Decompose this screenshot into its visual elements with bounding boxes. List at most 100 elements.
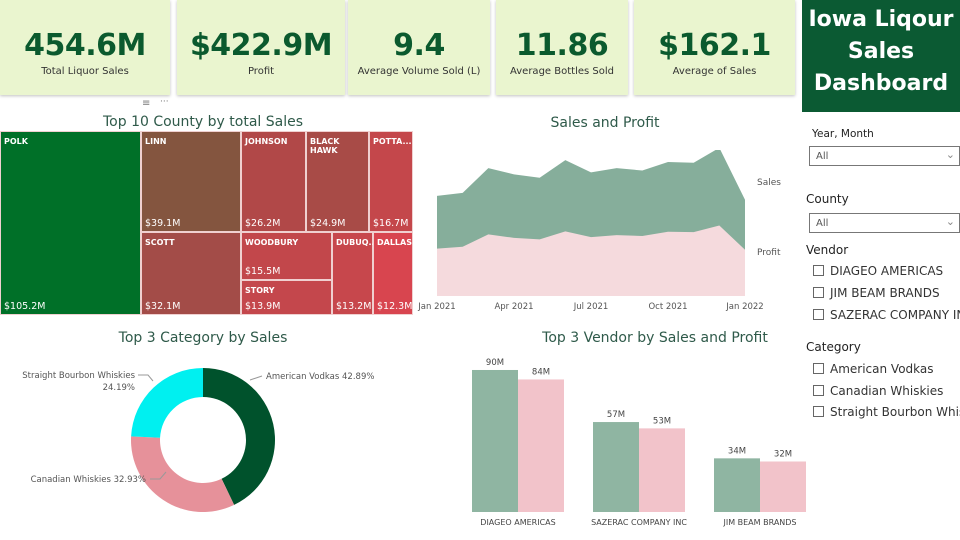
checkbox-icon[interactable] [813,309,824,320]
treemap-cell-dubuq-[interactable]: DUBUQ... $13.2M [332,232,378,315]
kpi-value: $422.9M [189,28,333,63]
bar-profit[interactable] [518,379,564,512]
cell-value: $13.9M [245,301,281,312]
donut-slice-0[interactable] [203,368,275,505]
treemap-cell-black-hawk[interactable]: BLACK HAWK $24.9M [306,131,369,232]
checkbox-label: DIAGEO AMERICAS [830,264,944,278]
bar-data-label: 57M [607,410,625,420]
title-line: Iowa Liqour [808,7,954,32]
slicer-category-label: Category [806,340,861,354]
filter-icon[interactable]: ≡ [142,98,151,109]
chevron-down-icon: ⌄ [945,148,955,161]
x-tick-label: Jan 2022 [725,302,763,312]
cell-value: $24.9M [310,218,346,229]
leader-line [138,374,154,382]
series-label: Profit [757,248,781,258]
cell-value: $15.5M [245,266,281,277]
cell-name: WOODBURY [245,238,299,247]
area-chart: Sales Profit Jan 2021 Apr 2021 Jul 2021 Oct 2… [417,150,781,312]
vendor-checkbox[interactable]: JIM BEAM BRANDS [813,286,940,300]
dropdown-value: All [816,151,829,162]
checkbox-label: SAZERAC COMPANY INC [830,308,960,322]
x-category-label: JIM BEAM BRANDS [722,518,796,527]
treemap-cell-polk[interactable]: POLK $105.2M [0,131,141,315]
vendor-checkbox[interactable]: DIAGEO AMERICAS [813,264,943,278]
category-checkbox[interactable]: Straight Bourbon Whisk. [813,405,960,419]
bar-data-label: 90M [486,358,504,368]
treemap-cell-linn[interactable]: LINN $39.1M [141,131,241,232]
donut-chart-title: Top 3 Category by Sales [118,330,288,346]
checkbox-icon[interactable] [813,287,824,298]
bar-chart-title: Top 3 Vendor by Sales and Profit [542,330,768,346]
bar-data-label: 53M [653,416,671,426]
bar-sales[interactable] [593,422,639,512]
kpi-label: Total Liquor Sales [41,66,129,77]
treemap-title: Top 10 County by total Sales [103,114,303,130]
kpi-label: Average of Sales [672,66,757,77]
year-month-dropdown[interactable]: All ⌄ [809,146,960,166]
treemap-cell-potta-[interactable]: POTTA... $16.7M [369,131,413,232]
donut-slice-2[interactable] [131,368,203,438]
treemap-cell-scott[interactable]: SCOTT $32.1M [141,232,241,315]
cell-value: $105.2M [4,301,46,312]
bar-sales[interactable] [714,458,760,512]
cell-name: LINN [145,137,167,146]
checkbox-icon[interactable] [813,385,824,396]
treemap-cell-woodbury[interactable]: WOODBURY $15.5M [241,232,332,280]
x-tick-label: Apr 2021 [494,302,533,312]
leader-line [150,471,167,480]
cell-value: $26.2M [245,218,281,229]
slice-label: Straight Bourbon Whiskies [22,371,135,381]
checkbox-icon[interactable] [813,406,824,417]
treemap-cell-dallas[interactable]: DALLAS $12.3M [373,232,413,315]
kpi-value: 11.86 [515,28,609,63]
county-dropdown[interactable]: All ⌄ [809,213,960,233]
kpi-avg-sales: $162.1 Average of Sales [634,0,795,95]
slicer-year-month-label: Year, Month [812,128,874,140]
kpi-avg-bottles: 11.86 Average Bottles Sold [496,0,628,95]
treemap-cell-johnson[interactable]: JOHNSON $26.2M [241,131,306,232]
checkbox-label: Straight Bourbon Whisk. [830,405,960,419]
x-tick-label: Jan 2021 [417,302,455,312]
area-chart-title: Sales and Profit [550,115,660,131]
bar-profit[interactable] [760,461,806,512]
category-checkbox[interactable]: American Vodkas [813,362,934,376]
more-options-icon[interactable]: ··· [160,97,169,107]
x-category-label: DIAGEO AMERICAS [480,518,555,527]
checkbox-label: American Vodkas [830,362,934,376]
bar-profit[interactable] [639,428,685,512]
kpi-label: Average Volume Sold (L) [357,66,481,77]
bar-chart: 90M 84M DIAGEO AMERICAS 57M 53M SAZERAC COMPA… [472,358,806,527]
checkbox-icon[interactable] [813,363,824,374]
cell-name: BLACK HAWK [310,137,340,155]
category-checkbox[interactable]: Canadian Whiskies [813,384,943,398]
kpi-total-liquor-sales: 454.6M Total Liquor Sales [0,0,170,95]
slice-label: American Vodkas 42.89% [266,372,374,382]
chevron-down-icon: ⌄ [945,215,955,228]
bar-sales[interactable] [472,369,518,512]
cell-name: POTTA... [373,137,412,146]
bar-data-label: 84M [532,367,550,377]
title-line: Sales [847,39,915,64]
kpi-avg-volume: 9.4 Average Volume Sold (L) [348,0,490,95]
dashboard-title: Iowa Liqour Sales Dashboard [802,0,960,112]
cell-name: POLK [4,137,28,146]
slice-label: Canadian Whiskies 32.93% [31,475,146,485]
cell-name: SCOTT [145,238,175,247]
cell-name: JOHNSON [245,137,288,146]
cell-value: $32.1M [145,301,181,312]
cell-value: $39.1M [145,218,181,229]
checkbox-label: JIM BEAM BRANDS [830,286,940,300]
checkbox-icon[interactable] [813,265,824,276]
donut-chart: American Vodkas 42.89% Canadian Whiskies … [22,368,374,512]
bar-data-label: 32M [774,450,792,460]
area-profit[interactable] [437,225,745,296]
slicer-vendor-label: Vendor [806,243,849,257]
treemap-cell-story[interactable]: STORY $13.9M [241,280,332,315]
cell-value: $13.2M [336,301,372,312]
vendor-checkbox[interactable]: SAZERAC COMPANY INC [813,308,960,322]
donut-slice-1[interactable] [131,436,235,512]
title-line: Dashboard [813,71,949,96]
x-category-label: SAZERAC COMPANY INC [591,518,687,527]
x-tick-label: Oct 2021 [648,302,687,312]
